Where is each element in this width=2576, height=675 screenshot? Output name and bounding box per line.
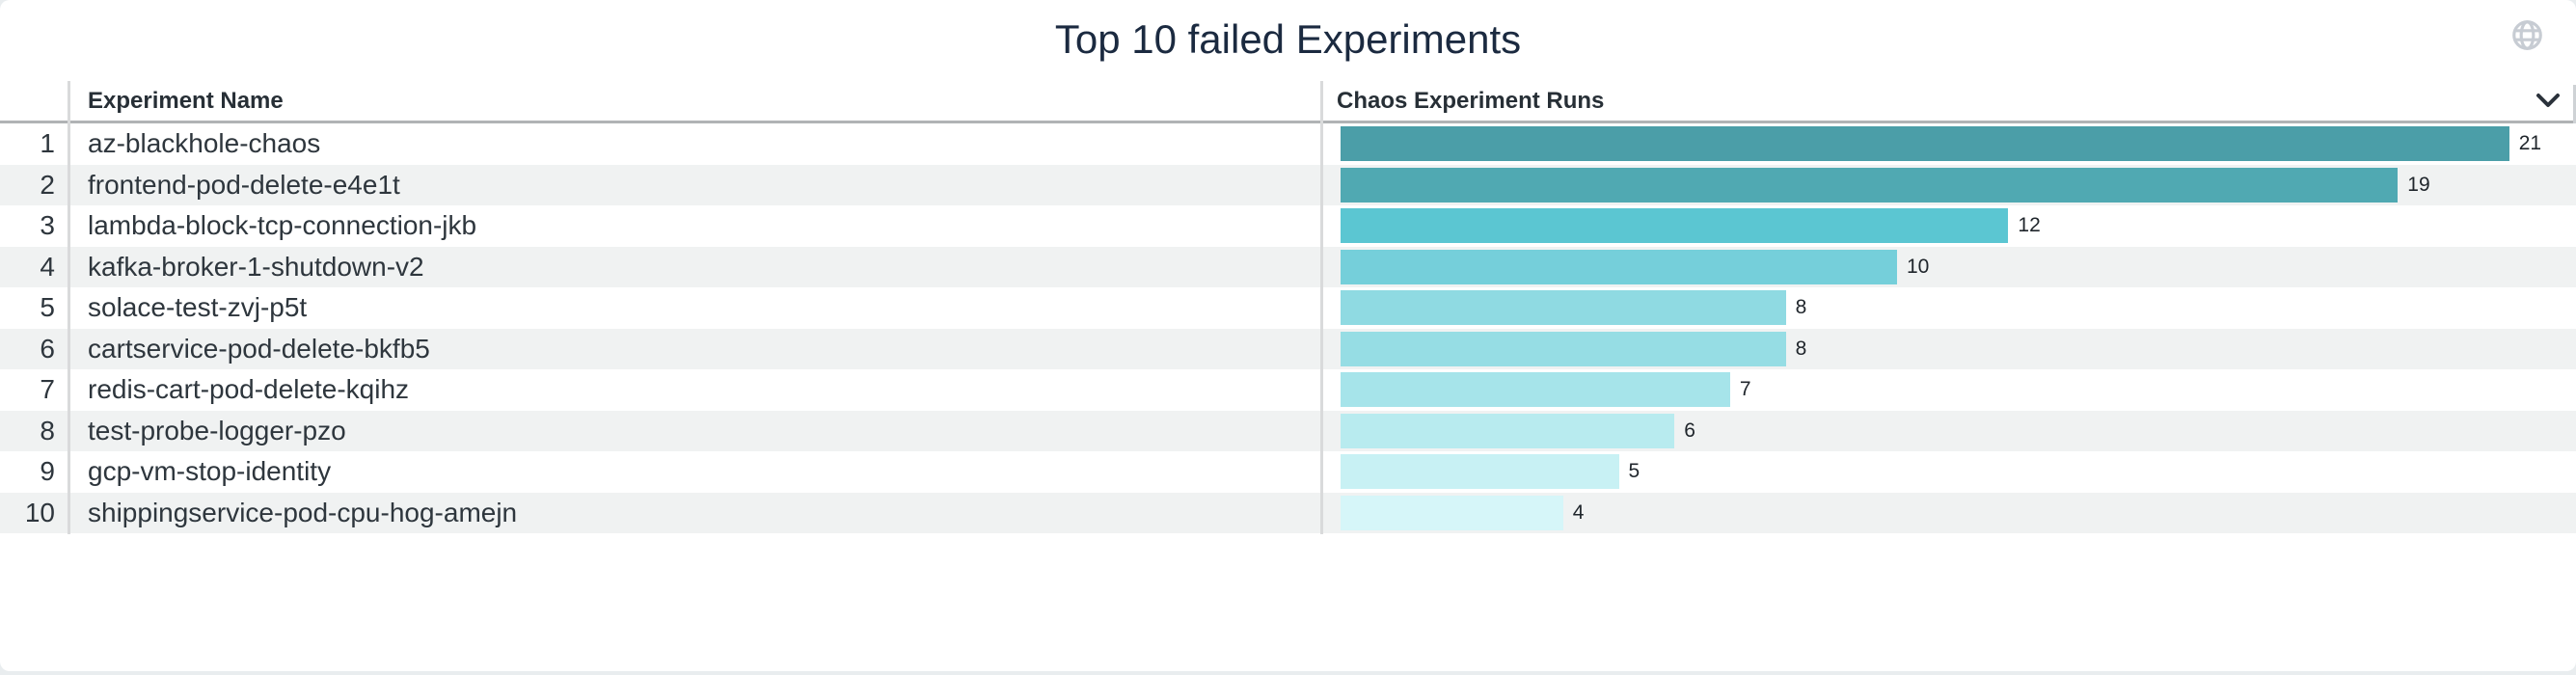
rank-cell: 8 — [40, 415, 55, 446]
chevron-down-icon[interactable] — [2535, 93, 2561, 109]
runs-bar-cell: 21 — [1341, 123, 2576, 165]
runs-value-label: 12 — [2018, 214, 2041, 237]
table-row[interactable]: 7 redis-cart-pod-delete-kqihz 7 — [0, 369, 2576, 411]
experiment-name-cell: shippingservice-pod-cpu-hog-amejn — [88, 497, 518, 527]
runs-bar-cell: 8 — [1341, 287, 2576, 329]
rank-cell: 6 — [40, 333, 55, 364]
runs-bar — [1341, 249, 1897, 284]
experiment-name-cell: gcp-vm-stop-identity — [88, 456, 332, 487]
experiment-name-cell: az-blackhole-chaos — [88, 128, 321, 159]
experiment-name-cell: test-probe-logger-pzo — [88, 415, 346, 446]
rank-cell: 1 — [40, 128, 55, 159]
runs-value-label: 7 — [1739, 378, 1751, 401]
column-divider-rank — [68, 81, 70, 534]
scrollbar-thumb[interactable] — [2573, 85, 2576, 123]
table-row[interactable]: 9 gcp-vm-stop-identity 5 — [0, 451, 2576, 493]
table-row[interactable]: 6 cartservice-pod-delete-bkfb5 8 — [0, 328, 2576, 370]
rank-cell: 10 — [24, 497, 55, 527]
column-header-chaos-experiment-runs[interactable]: Chaos Experiment Runs — [1337, 87, 1605, 114]
table-body: 1 az-blackhole-chaos 21 2 frontend-pod-d… — [0, 123, 2576, 533]
table-row[interactable]: 2 frontend-pod-delete-e4e1t 19 — [0, 164, 2576, 206]
runs-bar — [1341, 167, 2399, 202]
runs-value-label: 6 — [1684, 418, 1695, 442]
runs-value-label: 19 — [2407, 173, 2430, 196]
column-header-experiment-name[interactable]: Experiment Name — [88, 87, 284, 114]
globe-icon — [2511, 19, 2543, 51]
runs-bar — [1341, 126, 2509, 162]
panel-title: Top 10 failed Experiments — [1054, 16, 1522, 62]
column-divider-runs — [1320, 81, 1323, 534]
table-row[interactable]: 1 az-blackhole-chaos 21 — [0, 123, 2576, 165]
runs-value-label: 8 — [1795, 296, 1807, 319]
rank-cell: 3 — [40, 210, 55, 241]
runs-bar — [1341, 454, 1619, 490]
runs-bar-cell: 8 — [1341, 329, 2576, 370]
experiment-name-cell: cartservice-pod-delete-bkfb5 — [88, 333, 430, 364]
experiment-name-cell: kafka-broker-1-shutdown-v2 — [88, 251, 424, 282]
table-row[interactable]: 5 solace-test-zvj-p5t 8 — [0, 287, 2576, 329]
runs-bar-cell: 6 — [1341, 411, 2576, 452]
experiment-name-cell: solace-test-zvj-p5t — [88, 292, 308, 323]
table-row[interactable]: 4 kafka-broker-1-shutdown-v2 10 — [0, 246, 2576, 288]
runs-value-label: 5 — [1628, 460, 1641, 483]
runs-bar-cell: 7 — [1341, 369, 2576, 411]
table-row[interactable]: 3 lambda-block-tcp-connection-jkb 12 — [0, 205, 2576, 247]
table-row[interactable]: 8 test-probe-logger-pzo 6 — [0, 410, 2576, 452]
rank-cell: 2 — [40, 169, 55, 200]
runs-bar-cell: 4 — [1341, 493, 2576, 534]
runs-bar — [1341, 372, 1730, 408]
runs-value-label: 21 — [2518, 132, 2542, 155]
table-row[interactable]: 10 shippingservice-pod-cpu-hog-amejn 4 — [0, 492, 2576, 534]
rank-cell: 4 — [40, 251, 55, 282]
rank-cell: 7 — [40, 374, 55, 405]
rank-cell: 5 — [40, 292, 55, 323]
experiment-name-cell: lambda-block-tcp-connection-jkb — [88, 210, 477, 241]
runs-bar — [1341, 208, 2009, 244]
runs-bar — [1341, 495, 1563, 530]
runs-value-label: 8 — [1795, 337, 1807, 360]
table-header-row: Experiment Name Chaos Experiment Runs — [0, 81, 2576, 123]
runs-bar-cell: 5 — [1341, 451, 2576, 493]
runs-bar — [1341, 290, 1786, 326]
runs-bar-cell: 10 — [1341, 247, 2576, 288]
experiment-name-cell: frontend-pod-delete-e4e1t — [88, 169, 400, 200]
runs-bar — [1341, 331, 1786, 366]
experiment-name-cell: redis-cart-pod-delete-kqihz — [88, 374, 410, 405]
runs-value-label: 10 — [1907, 255, 1930, 278]
runs-value-label: 4 — [1572, 500, 1585, 524]
rank-cell: 9 — [40, 456, 55, 487]
runs-bar-cell: 19 — [1341, 165, 2576, 206]
runs-bar — [1341, 413, 1675, 448]
runs-bar-cell: 12 — [1341, 205, 2576, 247]
